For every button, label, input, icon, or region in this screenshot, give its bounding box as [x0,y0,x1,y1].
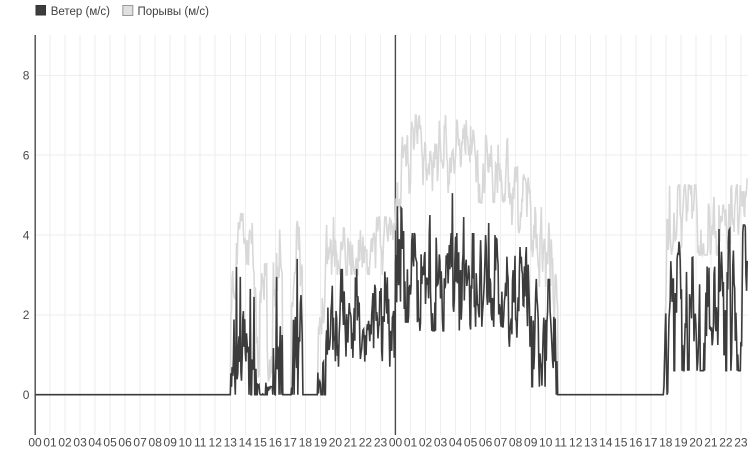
svg-text:8: 8 [23,69,30,83]
svg-text:03: 03 [73,435,87,449]
svg-text:22: 22 [359,435,373,449]
svg-text:19: 19 [314,435,328,449]
svg-text:17: 17 [284,435,298,449]
svg-text:10: 10 [539,435,553,449]
svg-text:23: 23 [374,435,388,449]
svg-text:12: 12 [209,435,223,449]
svg-text:15: 15 [254,435,268,449]
svg-text:11: 11 [554,435,567,449]
svg-text:2: 2 [23,308,30,322]
svg-text:18: 18 [659,435,673,449]
svg-text:04: 04 [449,435,463,449]
svg-text:14: 14 [599,435,613,449]
svg-text:Ветер (м/с): Ветер (м/с) [51,6,110,18]
svg-text:08: 08 [509,435,523,449]
svg-text:4: 4 [23,228,30,242]
svg-text:20: 20 [689,435,703,449]
svg-text:08: 08 [149,435,163,449]
svg-text:04: 04 [88,435,102,449]
svg-text:00: 00 [389,435,403,449]
svg-text:02: 02 [419,435,433,449]
svg-text:06: 06 [479,435,493,449]
svg-text:Порывы (м/с): Порывы (м/с) [138,6,210,18]
svg-text:06: 06 [118,435,132,449]
svg-text:16: 16 [269,435,283,449]
svg-text:09: 09 [164,435,178,449]
svg-text:19: 19 [674,435,688,449]
svg-text:05: 05 [103,435,117,449]
svg-text:07: 07 [133,435,147,449]
svg-text:6: 6 [23,148,30,162]
svg-text:18: 18 [299,435,313,449]
svg-text:02: 02 [58,435,72,449]
svg-text:10: 10 [179,435,193,449]
svg-text:01: 01 [404,435,418,449]
svg-text:14: 14 [239,435,253,449]
svg-text:13: 13 [224,435,238,449]
svg-text:17: 17 [644,435,658,449]
svg-text:12: 12 [569,435,583,449]
svg-text:16: 16 [629,435,643,449]
svg-text:01: 01 [43,435,57,449]
svg-text:05: 05 [464,435,478,449]
svg-text:23: 23 [734,435,748,449]
svg-text:21: 21 [344,435,358,449]
svg-text:09: 09 [524,435,538,449]
svg-text:00: 00 [28,435,42,449]
svg-text:22: 22 [719,435,733,449]
svg-text:15: 15 [614,435,628,449]
svg-text:13: 13 [584,435,598,449]
svg-text:11: 11 [194,435,207,449]
svg-text:21: 21 [704,435,718,449]
svg-text:0: 0 [23,388,30,402]
svg-text:03: 03 [434,435,448,449]
svg-text:07: 07 [494,435,508,449]
svg-text:20: 20 [329,435,343,449]
